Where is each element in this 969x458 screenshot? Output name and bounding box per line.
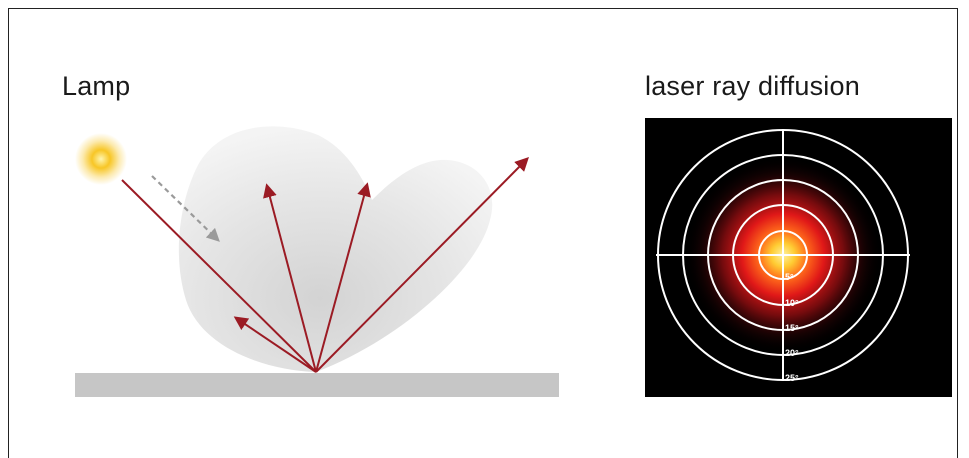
angle-rings [656,129,910,381]
ring-label-5: 5° [785,272,794,282]
scattered-ray-up-right [315,182,371,373]
incident-ray [121,179,317,373]
diffuse-reflection-lobe [178,126,493,372]
ring-label-25: 25° [785,373,799,383]
scattered-ray-up-left [263,183,317,373]
ring-label-10: 10° [785,298,799,308]
ring-label-15: 15° [785,323,799,333]
dashed-direction-arrow [151,175,220,242]
lamp-label: Lamp [62,71,131,101]
reflective-surface [75,373,559,397]
glowing-lamp-icon [75,133,127,185]
laser-diffusion-panel: 5° 10° 15° 20° 25° [645,118,952,397]
laser-diffusion-label: laser ray diffusion [645,71,860,101]
scattered-ray-left [233,316,317,373]
ring-label-20: 20° [785,348,799,358]
specular-reflected-ray [315,157,529,373]
figure-frame [8,8,958,458]
